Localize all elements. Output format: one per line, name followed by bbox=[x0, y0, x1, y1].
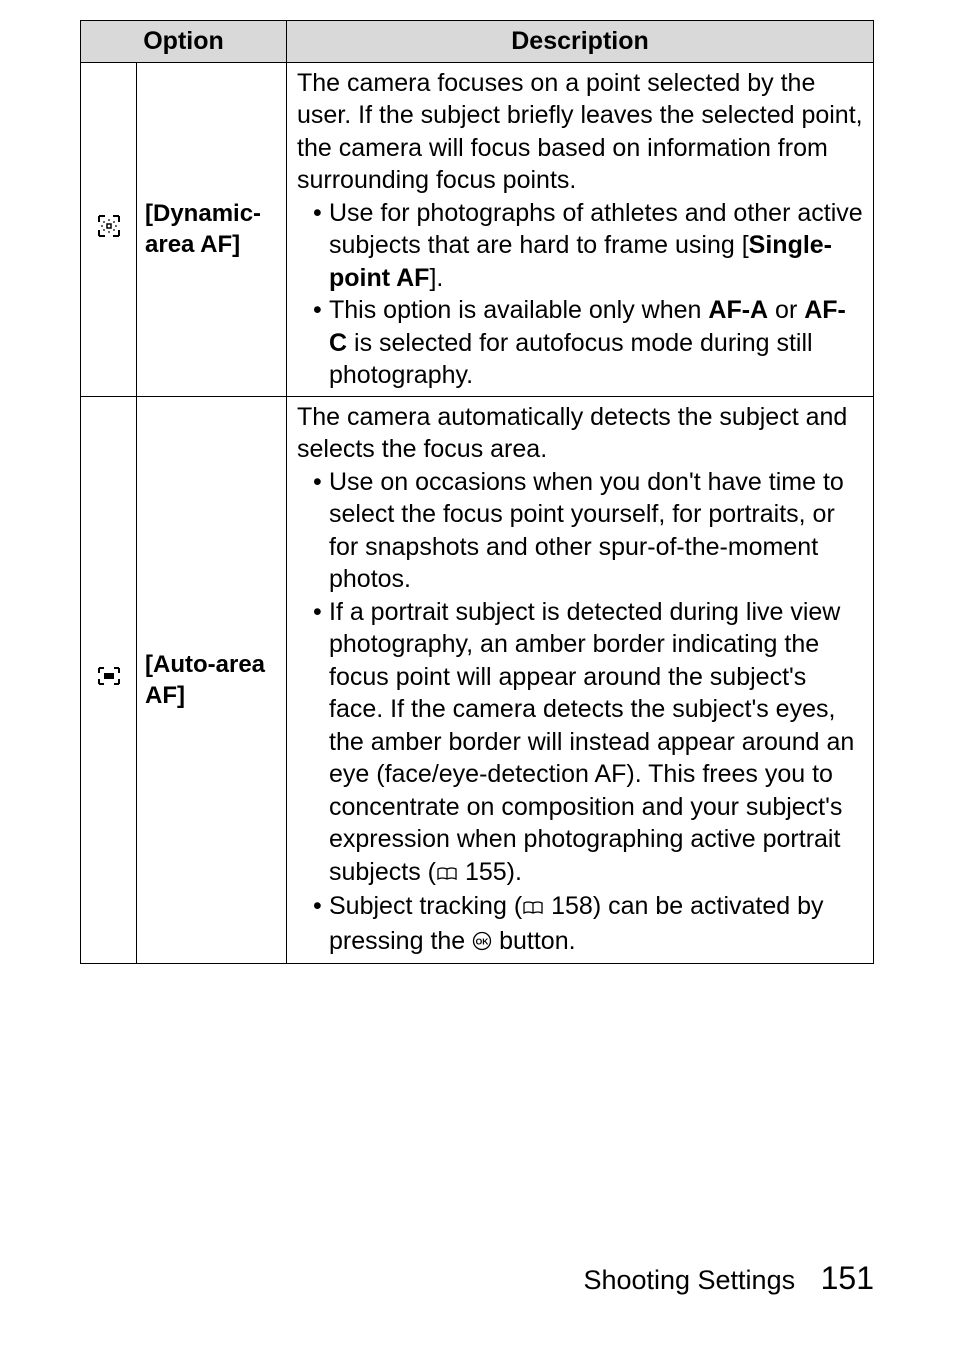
footer-section-label: Shooting Settings bbox=[583, 1265, 795, 1295]
page-reference: 155 bbox=[465, 858, 507, 886]
bullet-text-end: is selected for autofocus mode during st… bbox=[329, 329, 813, 390]
auto-area-af-label: Auto-area AF bbox=[145, 651, 265, 709]
list-item: Use for photographs of athletes and othe… bbox=[313, 197, 863, 295]
af-a-keyword: AF-A bbox=[708, 296, 768, 324]
list-item: Subject tracking ( 158) can be activated… bbox=[313, 890, 863, 959]
list-item: This option is available only when AF-A … bbox=[313, 294, 863, 392]
bullet-text: This option is available only when bbox=[329, 296, 708, 324]
label-bracket-open: [ bbox=[145, 651, 153, 678]
book-reference-icon bbox=[522, 892, 544, 925]
auto-area-af-description: The camera automatically detects the sub… bbox=[287, 396, 874, 964]
svg-text:OK: OK bbox=[476, 936, 490, 946]
dynamic-area-af-description: The camera focuses on a point selected b… bbox=[287, 62, 874, 396]
table-row: [Auto-area AF] The camera automatically … bbox=[81, 396, 874, 964]
bullet-text: Subject tracking ( bbox=[329, 892, 522, 920]
col-header-option: Option bbox=[81, 21, 287, 63]
label-bracket-open: [ bbox=[145, 200, 153, 227]
bullet-text-end: button. bbox=[492, 927, 575, 955]
bullet-text: Use on occasions when you don't have tim… bbox=[329, 468, 844, 594]
desc-intro-text: The camera automatically detects the sub… bbox=[297, 401, 863, 466]
bullet-text-end: ). bbox=[507, 858, 522, 886]
bullet-text-mid: or bbox=[768, 296, 804, 324]
book-reference-icon bbox=[436, 858, 458, 891]
list-item: If a portrait subject is detected during… bbox=[313, 596, 863, 891]
dynamic-area-icon bbox=[95, 214, 123, 245]
ok-button-icon: OK bbox=[472, 927, 492, 960]
table-row: [Dynamic-area AF] The camera focuses on … bbox=[81, 62, 874, 396]
desc-intro-text: The camera focuses on a point selected b… bbox=[297, 67, 863, 197]
label-bracket-close: ] bbox=[177, 682, 185, 709]
page-footer: Shooting Settings 151 bbox=[583, 1260, 874, 1297]
dynamic-area-af-label: Dynamic-area AF bbox=[145, 200, 261, 258]
col-header-description: Description bbox=[287, 21, 874, 63]
list-item: Use on occasions when you don't have tim… bbox=[313, 466, 863, 596]
bullet-text: If a portrait subject is detected during… bbox=[329, 598, 854, 886]
auto-area-af-icon-cell bbox=[81, 396, 137, 964]
auto-area-icon bbox=[95, 666, 123, 693]
dynamic-area-af-label-cell: [Dynamic-area AF] bbox=[137, 62, 287, 396]
label-bracket-close: ] bbox=[232, 231, 240, 258]
auto-area-af-label-cell: [Auto-area AF] bbox=[137, 396, 287, 964]
bullet-text-end: ]. bbox=[429, 264, 443, 292]
footer-page-number: 151 bbox=[821, 1260, 874, 1296]
page-reference: 158 bbox=[551, 892, 593, 920]
af-area-mode-table: Option Description bbox=[80, 20, 874, 964]
dynamic-area-af-icon-cell bbox=[81, 62, 137, 396]
